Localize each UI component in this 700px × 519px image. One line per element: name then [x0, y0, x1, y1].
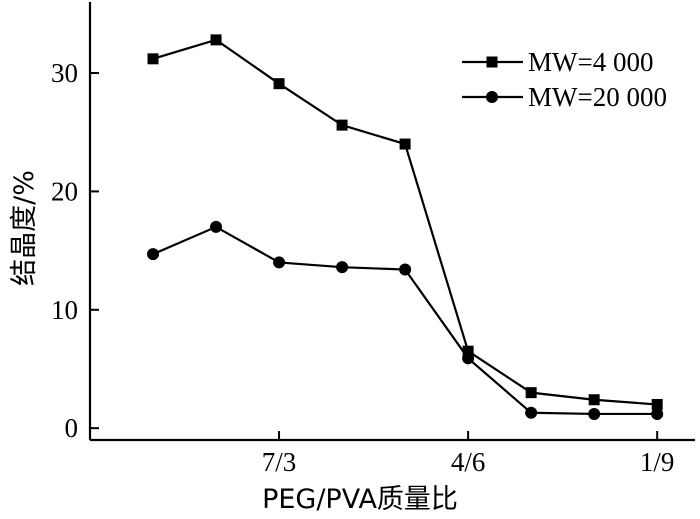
- y-tick-label: 20: [51, 176, 78, 206]
- legend-marker: [486, 56, 498, 68]
- x-axis-title: PEG/PVA质量比: [262, 484, 458, 515]
- y-ticks: 0 10 20 30: [51, 58, 99, 443]
- circle-point: [651, 407, 664, 420]
- circle-point: [336, 261, 349, 274]
- legend-label: MW=4 000: [528, 47, 653, 77]
- y-tick-label: 30: [51, 58, 78, 88]
- series-layer: [147, 34, 664, 420]
- x-tick-label: 7/3: [262, 447, 297, 477]
- circle-point: [210, 220, 223, 233]
- x-tick-label: 4/6: [451, 447, 486, 477]
- square-point: [336, 119, 348, 131]
- y-tick-label: 0: [65, 413, 79, 443]
- circle-point: [399, 263, 412, 276]
- legend-marker: [486, 91, 498, 103]
- series-2: [147, 220, 664, 420]
- legend: MW=4 000 MW=20 000: [462, 47, 667, 112]
- y-tick-label: 10: [51, 295, 78, 325]
- y-axis-title: 结晶度/%: [9, 170, 40, 286]
- circle-point: [588, 407, 601, 420]
- x-ticks: 7/3 4/6 1/9: [262, 431, 675, 477]
- square-point: [651, 398, 663, 410]
- square-point: [399, 138, 411, 150]
- circle-point: [462, 352, 475, 365]
- circle-point: [273, 256, 286, 269]
- square-point: [525, 387, 537, 399]
- square-point: [273, 78, 285, 90]
- legend-item: MW=20 000: [462, 82, 667, 112]
- series-1: [147, 34, 663, 410]
- legend-item: MW=4 000: [462, 47, 653, 77]
- x-tick-label: 1/9: [640, 447, 675, 477]
- square-point: [210, 34, 222, 46]
- circle-point: [147, 248, 160, 261]
- axes: [88, 2, 695, 442]
- square-point: [147, 53, 159, 65]
- legend-label: MW=20 000: [528, 82, 667, 112]
- series-line: [152, 225, 658, 416]
- square-point: [588, 394, 600, 406]
- square-point: [462, 345, 474, 357]
- circle-point: [525, 406, 538, 419]
